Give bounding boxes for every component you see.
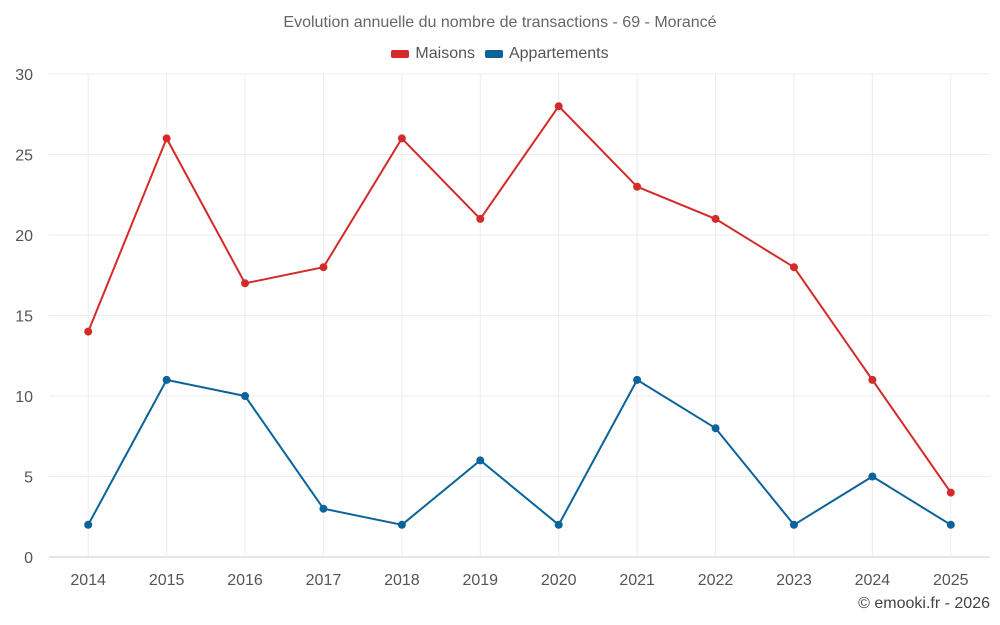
- data-point-appartements: Appartements 2024: 5: [868, 472, 877, 481]
- x-tick-label: 2024: [855, 572, 891, 589]
- data-point-appartements: Appartements 2017: 3: [319, 504, 328, 513]
- legend-item-appartements[interactable]: Appartements: [484, 45, 609, 63]
- y-tick-label: 10: [15, 389, 33, 406]
- x-tick-label: 2019: [462, 572, 498, 589]
- legend-swatch-maisons: [391, 50, 410, 58]
- y-tick-label: 15: [15, 309, 33, 326]
- legend-swatch-appartements: [484, 50, 503, 58]
- credit-text: © emooki.fr - 2026: [858, 595, 990, 612]
- legend-label-maisons: Maisons: [415, 45, 475, 62]
- x-tick-label: 2014: [70, 572, 106, 589]
- data-point-maisons: Maisons 2015: 26: [162, 134, 171, 143]
- data-point-maisons: Maisons 2022: 21: [711, 214, 720, 223]
- x-tick-label: 2015: [149, 572, 185, 589]
- chart-title: Evolution annuelle du nombre de transact…: [283, 14, 717, 31]
- data-point-appartements: Appartements 2018: 2: [397, 520, 406, 529]
- x-tick-label: 2018: [384, 572, 420, 589]
- data-point-appartements: Appartements 2020: 2: [554, 520, 563, 529]
- data-point-appartements: Appartements 2014: 2: [84, 520, 93, 529]
- data-point-maisons: Maisons 2020: 28: [554, 102, 563, 111]
- data-point-maisons: Maisons 2014: 14: [84, 327, 93, 336]
- data-point-maisons: Maisons 2025: 4: [946, 488, 955, 497]
- y-tick-label: 0: [24, 550, 33, 567]
- legend-label-appartements: Appartements: [508, 45, 609, 62]
- legend: Maisons Appartements: [0, 45, 1000, 63]
- data-point-appartements: Appartements 2022: 8: [711, 424, 720, 433]
- series-line-appartements: [87, 378, 952, 526]
- series-line-maisons: [87, 105, 952, 494]
- x-tick-label: 2016: [227, 572, 263, 589]
- y-tick-label: 30: [15, 67, 33, 84]
- data-point-maisons: Maisons 2017: 18: [319, 263, 328, 272]
- x-tick-label: 2021: [619, 572, 655, 589]
- x-tick-label: 2025: [933, 572, 969, 589]
- data-point-appartements: Appartements 2021: 11: [633, 375, 642, 384]
- data-point-appartements: Appartements 2019: 6: [476, 456, 485, 465]
- data-point-maisons: Maisons 2023: 18: [789, 263, 798, 272]
- data-point-maisons: Maisons 2021: 23: [633, 182, 642, 191]
- x-tick-label: 2017: [306, 572, 342, 589]
- x-tick-label: 2022: [698, 572, 734, 589]
- y-tick-label: 20: [15, 228, 33, 245]
- data-point-appartements: Appartements 2016: 10: [241, 392, 250, 400]
- data-point-maisons: Maisons 2016: 17: [241, 279, 250, 288]
- y-tick-label: 5: [24, 470, 33, 487]
- x-tick-label: 2023: [776, 572, 812, 589]
- data-point-maisons: Maisons 2019: 21: [476, 214, 485, 223]
- data-point-appartements: Appartements 2015: 11: [162, 375, 171, 384]
- data-point-maisons: Maisons 2024: 11: [868, 375, 877, 384]
- data-point-appartements: Appartements 2023: 2: [789, 520, 798, 529]
- data-point-maisons: Maisons 2018: 26: [397, 134, 406, 143]
- data-point-appartements: Appartements 2025: 2: [946, 520, 955, 529]
- x-tick-label: 2020: [541, 572, 577, 589]
- legend-item-maisons[interactable]: Maisons: [391, 45, 475, 63]
- y-tick-label: 25: [15, 148, 33, 165]
